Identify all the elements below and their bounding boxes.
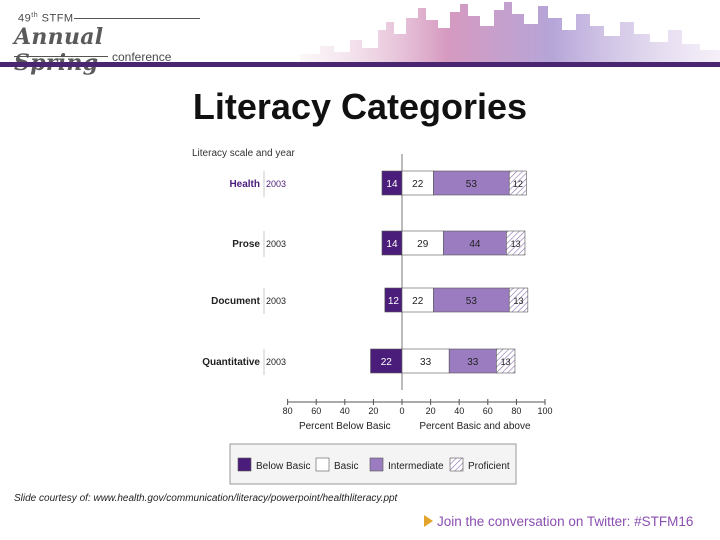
year-label: 2003 xyxy=(266,179,286,189)
legend-below-basic-label: Below Basic xyxy=(256,461,310,472)
bar-value-label: 14 xyxy=(386,239,398,250)
x-tick-label: 20 xyxy=(368,406,378,416)
category-label: Quantitative xyxy=(202,357,260,368)
category-label: Document xyxy=(211,296,261,307)
bar-value-label: 13 xyxy=(511,239,521,249)
year-label: 2003 xyxy=(266,296,286,306)
bar-basic xyxy=(401,230,444,256)
bar-value-label: 22 xyxy=(412,296,424,307)
slide-footnote: Slide courtesy of: www.health.gov/commun… xyxy=(14,493,398,504)
bar-intermediate xyxy=(433,287,510,313)
logo-org: STFM xyxy=(41,12,74,25)
bar-value-label: 44 xyxy=(469,239,481,250)
play-arrow-icon xyxy=(424,515,433,527)
legend-intermediate-label: Intermediate xyxy=(388,461,444,472)
category-label: Prose xyxy=(232,239,260,250)
bar-value-label: 13 xyxy=(514,296,524,306)
logo-org-line: 49th STFM xyxy=(18,12,74,25)
bar-value-label: 22 xyxy=(381,357,393,368)
literacy-chart: Literacy scale and year Health 2003 14 22 53 1… xyxy=(180,140,560,490)
bar-proficient xyxy=(506,230,526,256)
bar-value-label: 14 xyxy=(386,179,398,190)
bar-value-label: 12 xyxy=(513,179,523,189)
legend-proficient-swatch xyxy=(449,457,464,472)
year-label: 2003 xyxy=(266,239,286,249)
logo-rule xyxy=(74,18,200,19)
x-tick-label: 80 xyxy=(511,406,521,416)
bar-proficient xyxy=(508,287,529,313)
x-axis-label-right: Percent Basic and above xyxy=(419,421,531,432)
conference-logo: 49th STFM Annual Spring conference xyxy=(14,10,200,76)
x-axis-label-left: Percent Below Basic xyxy=(299,421,391,432)
logo-rule xyxy=(14,56,108,57)
bar-intermediate xyxy=(443,230,507,256)
header-band xyxy=(0,62,720,67)
legend-below-basic-swatch xyxy=(237,457,252,472)
chart-header-label: Literacy scale and year xyxy=(192,148,296,159)
x-tick-label: 40 xyxy=(454,406,464,416)
legend-basic-label: Basic xyxy=(334,461,358,472)
bar-proficient xyxy=(496,348,516,374)
header: 49th STFM Annual Spring conference xyxy=(0,0,720,76)
logo-ordinal: 49 xyxy=(18,12,32,25)
x-tick-label: 60 xyxy=(483,406,493,416)
bar-proficient xyxy=(508,170,527,196)
bar-basic xyxy=(401,170,434,196)
x-tick-label: 20 xyxy=(426,406,436,416)
x-tick-label: 60 xyxy=(311,406,321,416)
bar-value-label: 53 xyxy=(466,179,478,190)
legend-basic-swatch xyxy=(315,457,330,472)
bar-value-label: 13 xyxy=(501,357,511,367)
twitter-text: Join the conversation on Twitter: #STFM1… xyxy=(437,514,694,529)
bar-value-label: 22 xyxy=(412,179,424,190)
logo-ordinal-suffix: th xyxy=(31,12,39,19)
legend-intermediate-swatch xyxy=(369,457,384,472)
legend-proficient-label: Proficient xyxy=(468,461,510,472)
bar-value-label: 33 xyxy=(467,357,479,368)
city-skyline-image xyxy=(300,2,720,64)
x-tick-label: 100 xyxy=(537,406,552,416)
x-tick-label: 80 xyxy=(283,406,293,416)
logo-sub: conference xyxy=(112,50,172,64)
chart-svg: Literacy scale and year Health 2003 14 22 53 1… xyxy=(192,148,553,485)
bar-value-label: 33 xyxy=(420,357,432,368)
slide-title: Literacy Categories xyxy=(192,86,528,127)
bar-basic xyxy=(401,348,450,374)
bar-value-label: 12 xyxy=(388,296,400,307)
bar-value-label: 29 xyxy=(417,239,429,250)
category-label: Health xyxy=(229,179,260,190)
bar-value-label: 53 xyxy=(466,296,478,307)
year-label: 2003 xyxy=(266,357,286,367)
twitter-banner: Join the conversation on Twitter: #STFM1… xyxy=(424,514,693,529)
x-tick-label: 40 xyxy=(340,406,350,416)
x-tick-label: 0 xyxy=(399,406,404,416)
bar-intermediate xyxy=(433,170,510,196)
